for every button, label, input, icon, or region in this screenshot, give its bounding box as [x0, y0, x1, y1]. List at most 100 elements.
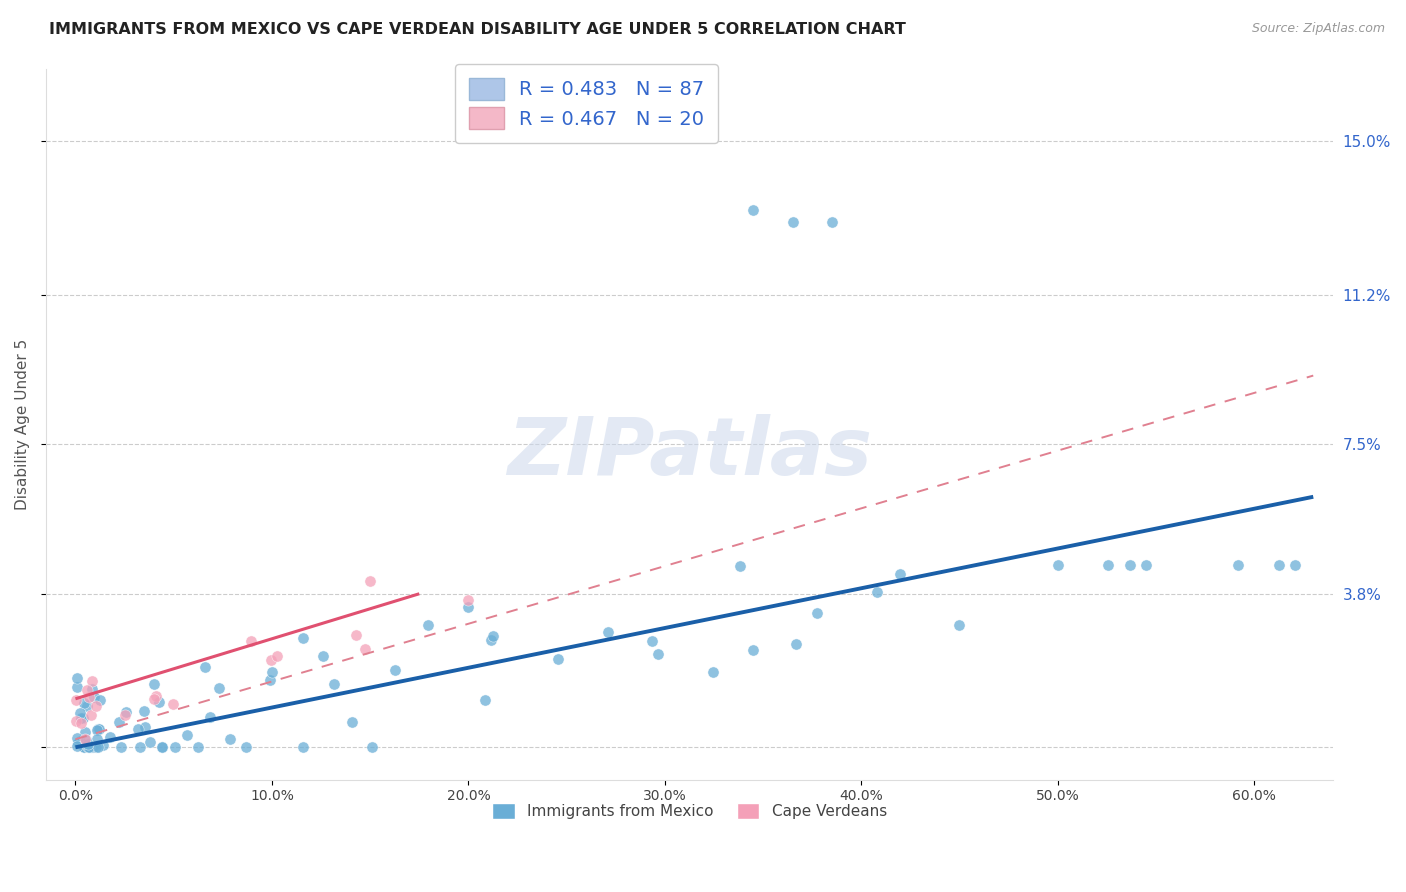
Point: [89, 693, 111, 707]
Point: [65, 693, 87, 707]
Point: [785, 637, 807, 651]
Point: [91, 739, 114, 753]
Point: [1097, 558, 1119, 573]
Point: [72, 711, 94, 725]
Point: [66, 739, 89, 753]
Point: [145, 689, 167, 703]
Point: [218, 732, 240, 747]
Point: [80, 740, 103, 755]
Point: [115, 705, 138, 719]
Point: [82, 740, 104, 755]
Point: [291, 740, 314, 755]
Point: [69, 734, 91, 748]
Point: [114, 707, 136, 722]
Point: [742, 202, 765, 217]
Point: [457, 599, 479, 614]
Point: [322, 676, 344, 690]
Point: [354, 642, 377, 657]
Point: [359, 574, 381, 588]
Point: [142, 691, 165, 706]
Point: [150, 740, 173, 755]
Point: [479, 632, 502, 647]
Point: [134, 704, 156, 718]
Point: [66, 736, 89, 750]
Point: [344, 628, 367, 642]
Point: [143, 677, 166, 691]
Point: [259, 673, 281, 688]
Point: [80, 674, 103, 689]
Point: [208, 681, 231, 695]
Point: [69, 711, 91, 725]
Point: [342, 714, 364, 729]
Point: [416, 617, 439, 632]
Point: [86, 732, 108, 747]
Point: [262, 665, 284, 679]
Point: [889, 567, 911, 582]
Point: [73, 725, 96, 739]
Point: [66, 671, 89, 685]
Point: [240, 634, 263, 648]
Point: [65, 714, 87, 728]
Point: [647, 647, 669, 661]
Point: [86, 740, 108, 755]
Point: [1046, 558, 1069, 573]
Point: [148, 695, 170, 709]
Point: [73, 740, 96, 755]
Point: [730, 558, 752, 573]
Point: [139, 735, 162, 749]
Point: [77, 740, 100, 755]
Point: [128, 740, 150, 755]
Point: [1135, 558, 1157, 573]
Point: [66, 731, 89, 745]
Point: [311, 649, 333, 664]
Point: [1119, 558, 1142, 573]
Point: [77, 737, 100, 751]
Point: [235, 740, 257, 755]
Point: [457, 593, 479, 607]
Point: [806, 607, 828, 621]
Point: [547, 652, 569, 666]
Point: [98, 730, 121, 744]
Point: [198, 710, 221, 724]
Point: [163, 740, 186, 755]
Y-axis label: Disability Age Under 5: Disability Age Under 5: [15, 338, 30, 509]
Point: [150, 740, 173, 755]
Point: [127, 722, 149, 736]
Point: [87, 722, 110, 736]
Point: [77, 690, 100, 704]
Point: [76, 682, 98, 697]
Point: [482, 629, 505, 643]
Point: [361, 740, 384, 755]
Point: [741, 642, 763, 657]
Point: [266, 648, 288, 663]
Point: [474, 693, 496, 707]
Point: [73, 732, 96, 747]
Point: [194, 659, 217, 673]
Point: [70, 716, 93, 731]
Legend: Immigrants from Mexico, Cape Verdeans: Immigrants from Mexico, Cape Verdeans: [486, 797, 893, 825]
Point: [260, 653, 283, 667]
Point: [782, 215, 804, 229]
Point: [73, 697, 96, 711]
Point: [866, 584, 889, 599]
Point: [77, 740, 100, 755]
Point: [80, 708, 103, 723]
Point: [187, 740, 209, 755]
Point: [107, 714, 129, 729]
Point: [702, 665, 724, 679]
Point: [384, 663, 406, 677]
Point: [84, 740, 107, 755]
Point: [1268, 558, 1291, 573]
Point: [83, 690, 105, 704]
Point: [162, 697, 184, 711]
Text: Source: ZipAtlas.com: Source: ZipAtlas.com: [1251, 22, 1385, 36]
Point: [292, 631, 315, 645]
Point: [76, 699, 98, 714]
Point: [66, 681, 89, 695]
Point: [821, 215, 844, 229]
Text: ZIPatlas: ZIPatlas: [508, 414, 872, 491]
Point: [86, 722, 108, 736]
Point: [80, 681, 103, 696]
Point: [86, 723, 108, 738]
Point: [73, 740, 96, 755]
